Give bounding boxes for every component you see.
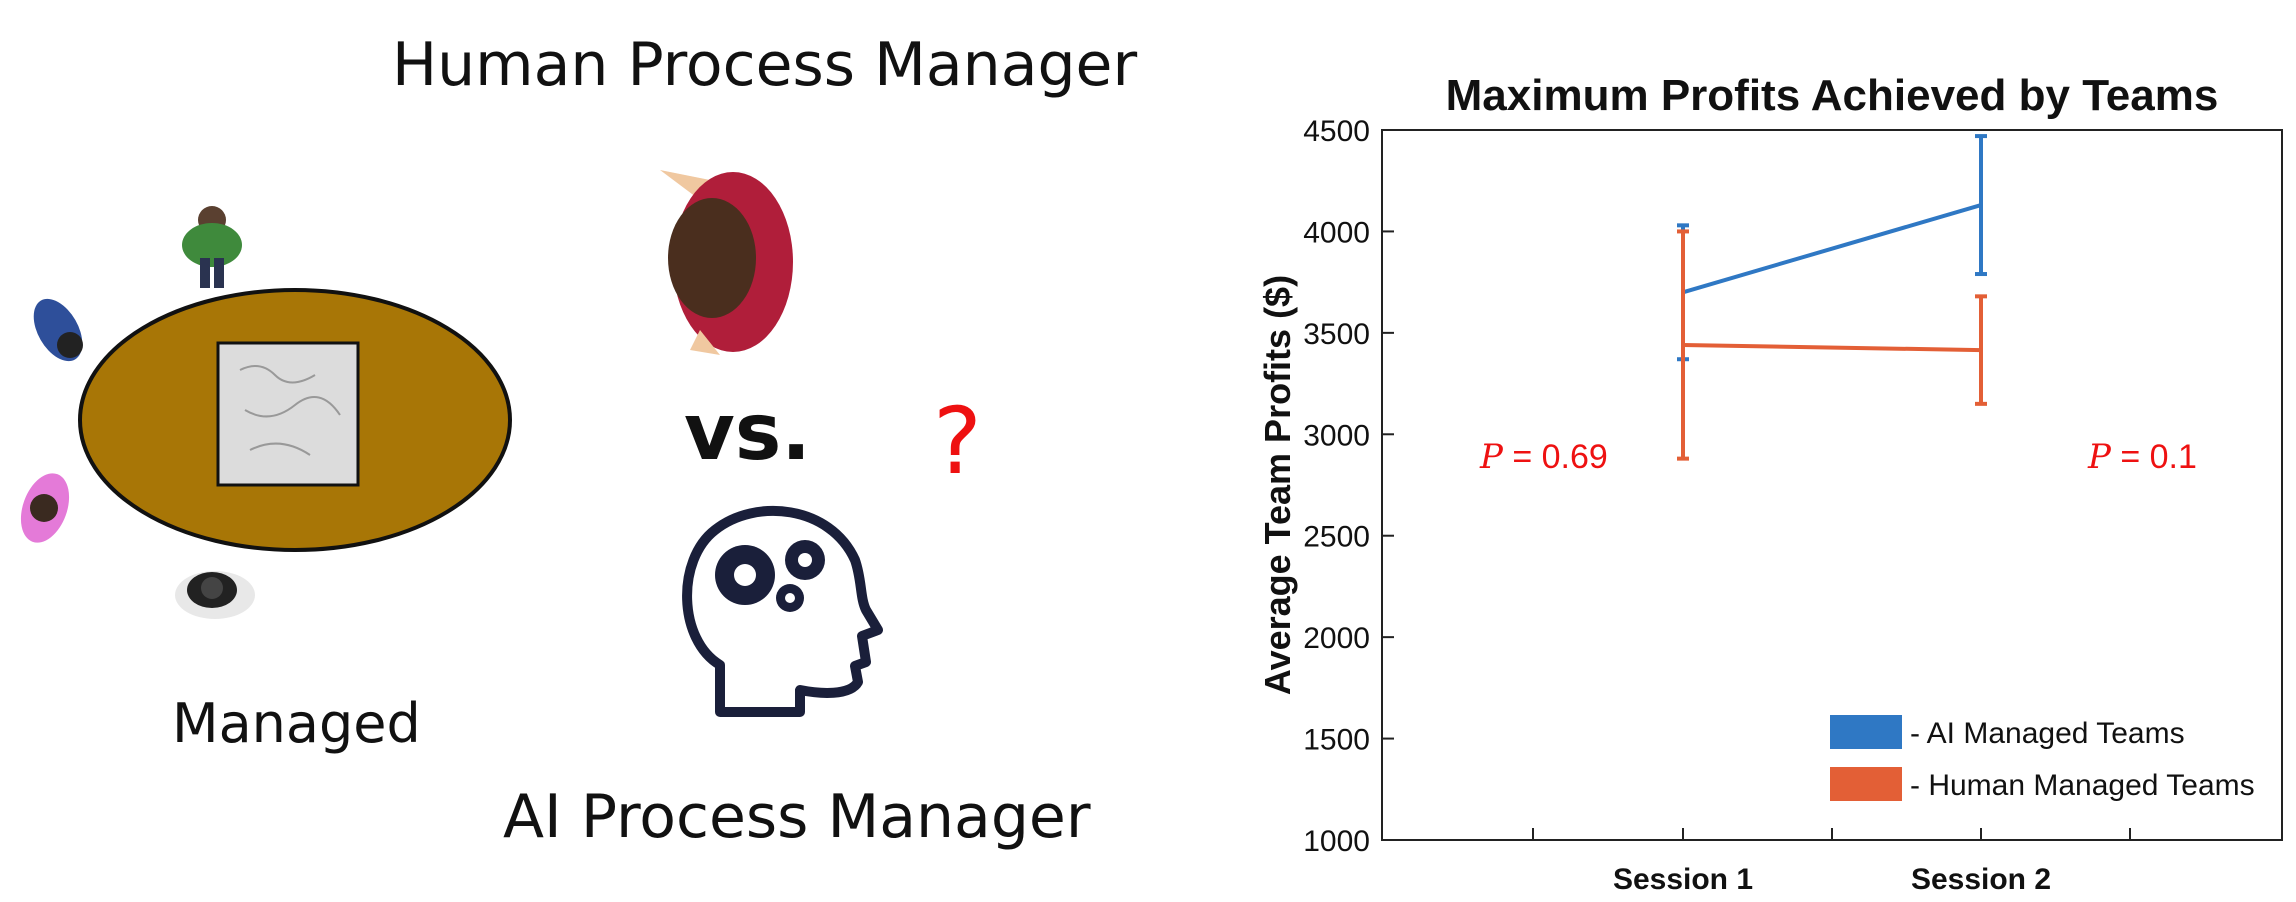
person-icon [182,206,242,288]
data-point [1979,348,1983,353]
human-process-manager-title: Human Process Manager [392,30,1138,100]
y-tick-label: 2000 [1303,622,1370,655]
y-tick-label: 3000 [1303,419,1370,452]
person-icon [33,298,83,362]
p-value-annotation: P = 0.1 [2087,437,2197,477]
ai-process-manager-title: AI Process Manager [503,782,1091,852]
human-manager-icon [660,170,793,355]
meeting-table-icon [78,288,512,552]
y-tick-label: 1500 [1303,724,1370,757]
x-tick-label: Session 1 [1613,863,1753,896]
gear-icon [715,540,825,612]
question-mark: ? [933,388,982,495]
series-line [1682,343,1982,353]
legend-swatch [1830,715,1902,749]
x-tick-label: Session 2 [1911,863,2051,896]
legend-label: - Human Managed Teams [1910,769,2255,802]
person-icon [175,571,255,619]
y-tick-label: 4500 [1303,115,1370,148]
series-line [1682,203,1982,295]
ai-brain-gears-icon [682,506,883,717]
y-tick-label: 1000 [1303,825,1370,858]
managed-label: Managed [172,692,421,755]
legend-label: - AI Managed Teams [1910,717,2185,750]
person-icon [20,473,70,543]
y-tick-label: 2500 [1303,521,1370,554]
vs-label: vs. [684,388,811,478]
data-point [1979,203,1983,208]
p-value-annotation: P = 0.69 [1479,437,1608,477]
legend-swatch [1830,767,1902,801]
y-tick-label: 4000 [1303,216,1370,249]
chart-title: Maximum Profits Achieved by Teams [1446,71,2219,120]
y-tick-label: 3500 [1303,318,1370,351]
data-point [1681,343,1685,348]
y-axis-label: Average Team Profits ($) [1257,275,1298,695]
